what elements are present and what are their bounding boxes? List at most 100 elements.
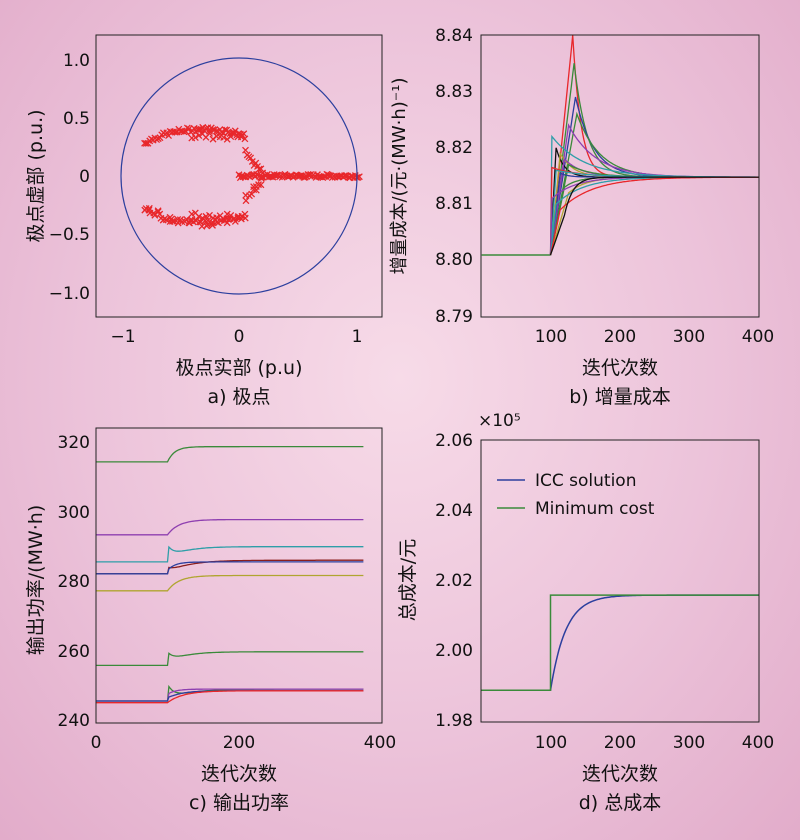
panel-d-lines [481,594,759,692]
series-line [549,176,759,256]
y-tick-label: 8.81 [435,194,473,214]
pole-marker [242,197,250,205]
x-tick-label: 300 [673,327,705,347]
panel-a-caption: a) 极点 [207,386,270,408]
legend-label-icc: ICC solution [535,471,636,491]
y-tick-label: 8.79 [435,307,473,327]
pole-marker [206,127,214,135]
series-line [96,574,364,592]
pole-marker [154,207,162,215]
pole-marker [195,213,203,220]
series-line [549,176,759,256]
series-line [481,594,759,692]
x-tick-label: 0 [234,327,245,347]
panel-c: 0 200 400 320 300 280 260 240 迭代次数 输出功率/… [25,427,397,814]
panel-a-y-axis-label: 极点虚部 (p.u.) [25,109,47,242]
y-tick-label: 8.82 [435,138,473,158]
y-tick-label: 2.04 [435,501,473,521]
series-line [549,134,759,256]
panel-a-x-axis-label: 极点实部 (p.u) [175,357,302,379]
y-tick-label: 8.83 [435,82,473,102]
x-tick-label: 100 [535,733,567,753]
series-line [549,176,759,256]
pole-marker [237,215,245,223]
panel-d-ticks: 100 200 300 400 2.06 2.04 2.02 2.00 1.98 [435,431,774,753]
y-tick-label: 2.06 [435,431,473,451]
series-line [96,688,364,702]
pole-marker [220,133,228,141]
pole-marker [341,172,348,180]
x-tick-label: 200 [604,733,636,753]
panel-b-frame [480,34,760,318]
pole-marker [206,129,213,137]
series-line [96,518,364,536]
pole-marker [168,217,176,225]
panel-d-y-axis-label: 总成本/元 [397,539,419,621]
panel-b-y-axis-label: 增量成本/(元·(MW·h)⁻¹) [389,77,410,274]
panel-a-ticks: −1 0 1 1.0 0.5 0 −0.5 −1.0 [49,51,363,347]
pole-marker [198,214,206,222]
x-tick-label: 0 [91,733,102,753]
series-line [96,690,364,704]
y-tick-label: −0.5 [49,225,90,245]
pole-marker [170,217,178,225]
y-tick-label: 2.00 [435,641,473,661]
pole-marker [252,159,260,167]
pole-marker [191,134,199,142]
series-line [96,545,364,563]
x-tick-label: 1 [352,327,363,347]
y-tick-label: 1.0 [63,51,90,71]
pole-marker [213,214,221,221]
y-tick-label: 0 [79,167,90,187]
panel-b-caption: b) 增量成本 [569,386,671,408]
pole-marker [257,165,265,173]
series-line [549,63,759,256]
pole-marker [255,181,262,189]
y-tick-label: −1.0 [49,284,90,304]
panel-c-ticks: 0 200 400 320 300 280 260 240 [58,433,397,753]
pole-marker [257,181,265,189]
panel-c-y-axis-label: 输出功率/(MW·h) [25,505,47,656]
series-line [549,176,759,256]
panel-b-x-axis-label: 迭代次数 [582,357,658,379]
panel-c-frame [95,427,383,724]
series-line [96,561,364,575]
y-tick-label: 8.80 [435,250,473,270]
y-tick-label: 300 [58,503,90,523]
pole-marker [242,146,249,154]
panel-b: 100 200 300 400 8.84 8.83 8.82 8.81 8.80… [389,26,774,408]
pole-marker [220,215,228,223]
x-tick-label: 300 [673,733,705,753]
y-tick-label: 8.84 [435,26,473,46]
y-tick-label: 0.5 [63,109,90,129]
pole-marker [195,132,203,139]
x-tick-label: 400 [742,327,774,347]
x-tick-label: 100 [535,327,567,347]
pole-marker [162,216,170,224]
series-line [549,166,759,256]
series-line [96,445,364,463]
panel-d-legend: ICC solution Minimum cost [497,471,655,519]
pole-marker [241,135,249,143]
panel-d-frame [480,439,760,723]
series-line [96,559,364,575]
series-line [549,172,759,256]
pole-marker [174,219,182,227]
pole-marker [178,218,186,226]
pole-marker [241,210,249,218]
pole-marker [195,126,203,133]
pole-marker [203,222,211,230]
pole-marker [207,219,215,227]
pole-marker [239,173,247,181]
series-line [549,123,759,256]
y-tick-label: 260 [58,642,90,662]
panel-a-frame [95,34,383,318]
y-tick-label: 1.98 [435,711,473,731]
pole-marker [247,154,255,162]
x-tick-label: −1 [110,327,135,347]
pole-marker [248,158,256,165]
panel-a: −1 0 1 1.0 0.5 0 −0.5 −1.0 极点实部 (p.u) 极点… [25,34,383,408]
series-line [549,176,759,256]
pole-marker [221,126,229,134]
